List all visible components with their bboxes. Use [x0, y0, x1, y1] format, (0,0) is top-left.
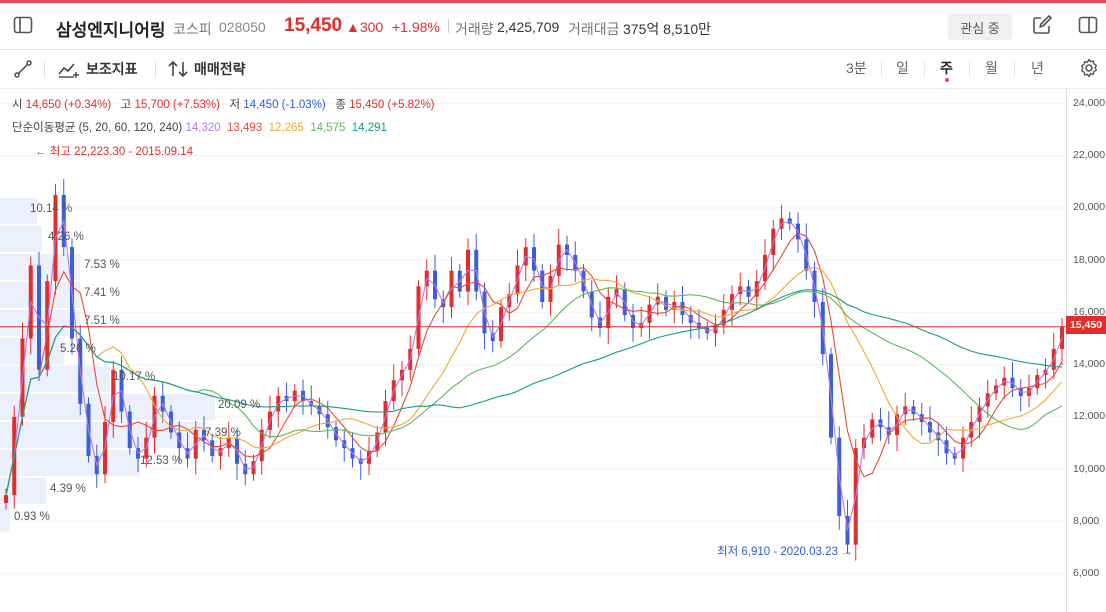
volume-profile-bar: [0, 226, 42, 252]
period-divider: [1014, 61, 1015, 77]
sidebar-toggle-icon[interactable]: [12, 14, 34, 36]
low-label: 저: [229, 99, 241, 111]
volume-profile-label: 7.39 %: [205, 427, 241, 439]
ohlc-row: 시 14,650 (+0.34%) 고 15,700 (+7.53%) 저 14…: [12, 96, 435, 112]
ma-row: 단순이동평균 (5, 20, 60, 120, 240) 14,320 13,4…: [12, 119, 387, 135]
open-label: 시: [12, 99, 23, 111]
volume-profile-label: 7.51 %: [84, 315, 120, 327]
period-year[interactable]: 년: [1031, 60, 1044, 76]
ma60-value: 12,265: [268, 122, 304, 134]
toolbar-divider: [44, 61, 45, 77]
low-value: 14,450 (-1.03%): [243, 99, 326, 111]
stock-name: 삼성엔지니어링: [56, 21, 166, 40]
stock-code: 028050: [219, 19, 266, 35]
low-annotation-text: 최저 6,910 - 2020.03.23: [717, 546, 838, 558]
ma120-value: 14,575: [310, 122, 346, 134]
ma5-value: 14,320: [185, 122, 221, 134]
period-month[interactable]: 월: [985, 60, 998, 76]
close-value: 15,450 (+5.82%): [349, 99, 435, 111]
y-tick-label: 14,000: [1073, 358, 1106, 370]
current-price: 15,450: [284, 15, 343, 36]
strategy-label: 매매전략: [194, 61, 246, 77]
price-chart[interactable]: [0, 89, 1066, 612]
watchlist-button-label: 관심 중: [960, 20, 1000, 36]
y-tick-label: 22,000: [1073, 149, 1106, 161]
period-divider: [969, 61, 970, 77]
market-label: 코스피: [173, 21, 212, 37]
ma240-value: 14,291: [351, 122, 387, 134]
price-axis[interactable]: [1066, 89, 1106, 612]
period-divider: [881, 61, 882, 77]
last-price-tag: 15,450: [1066, 316, 1106, 334]
y-tick-label: 24,000: [1073, 97, 1106, 109]
y-tick-label: 8,000: [1073, 515, 1100, 527]
active-period-dot: [945, 78, 949, 82]
volume-profile-label: 5.26 %: [60, 343, 96, 355]
y-tick-label: 20,000: [1073, 201, 1106, 213]
volume-profile-label: 0.93 %: [14, 511, 50, 523]
volume-profile-bar: [0, 394, 215, 420]
volume-label: 거래량: [455, 21, 494, 37]
toolbar-divider: [155, 61, 156, 77]
period-week[interactable]: 주: [940, 60, 953, 76]
top-accent-line: [0, 0, 1106, 3]
high-label: 고: [120, 99, 132, 111]
ma20-line: [5, 232, 1063, 496]
y-tick-label: 10,000: [1073, 463, 1106, 475]
volume-profile-bar: [0, 506, 10, 532]
y-tick-label: 16,000: [1073, 306, 1106, 318]
indicator-label: 보조지표: [86, 61, 138, 77]
volume-profile-bar: [0, 366, 110, 392]
chart-toolbar: 보조지표 매매전략: [0, 50, 1106, 89]
volume-profile-label: 20.09 %: [218, 399, 261, 411]
volume-profile-label: 10.17 %: [113, 371, 156, 383]
edit-icon[interactable]: [1031, 14, 1053, 36]
ma240-line: [5, 289, 1063, 496]
last-price-tag-text: 15,450: [1069, 319, 1103, 331]
volume-profile-label: 4.39 %: [50, 483, 86, 495]
draw-line-icon[interactable]: [12, 58, 34, 80]
y-tick-label: 6,000: [1073, 567, 1100, 579]
period-3min[interactable]: 3분: [846, 60, 867, 76]
price-change: ▲300: [346, 19, 384, 35]
strategy-icon: [168, 60, 188, 78]
volume-profile-label: 10.14 %: [30, 203, 73, 215]
volume-profile-label: 4.26 %: [48, 231, 84, 243]
amount-label: 거래대금: [568, 21, 620, 37]
volume-profile-bar: [0, 450, 140, 476]
open-value: 14,650 (+0.34%): [25, 99, 112, 111]
volume-profile-label: 7.53 %: [84, 259, 120, 271]
y-tick-label: 18,000: [1073, 254, 1106, 266]
panel-toggle-icon[interactable]: [1077, 14, 1099, 36]
candle-body: [4, 495, 8, 503]
period-divider: [924, 61, 925, 77]
volume-profile-label: 7.41 %: [84, 287, 120, 299]
ma-label: 단순이동평균 (5, 20, 60, 120, 240): [12, 122, 183, 134]
volume-value: 2,425,709: [497, 19, 560, 35]
stock-header: 삼성엔지니어링 코스피 028050 15,450 ▲300 +1.98% 거래…: [0, 3, 1106, 50]
high-value: 15,700 (+7.53%): [134, 99, 220, 111]
ma60-line: [5, 266, 1063, 496]
amount-value: 375억 8,510만: [623, 21, 712, 37]
header-divider: [448, 19, 449, 33]
ma5-line: [5, 219, 1063, 531]
volume-profile-bar: [0, 198, 37, 224]
price-change-percent: +1.98%: [392, 19, 440, 35]
volume-profile-label: 12.53 %: [140, 455, 183, 467]
close-label: 종: [335, 99, 346, 111]
high-annotation: ← 최고 22,223.30 - 2015.09.14: [35, 146, 193, 158]
settings-gear-icon[interactable]: [1078, 57, 1100, 79]
watchlist-button[interactable]: 관심 중: [948, 14, 1012, 40]
strategy-button[interactable]: 매매전략: [168, 57, 246, 81]
low-annotation: 최저 6,910 - 2020.03.23 →: [717, 546, 853, 558]
y-tick-label: 12,000: [1073, 410, 1106, 422]
high-annotation-text: 최고 22,223.30 - 2015.09.14: [49, 146, 193, 158]
period-day[interactable]: 일: [896, 60, 909, 76]
indicator-icon: [58, 63, 79, 78]
indicator-button[interactable]: 보조지표: [58, 57, 138, 81]
ma20-value: 13,493: [227, 122, 263, 134]
